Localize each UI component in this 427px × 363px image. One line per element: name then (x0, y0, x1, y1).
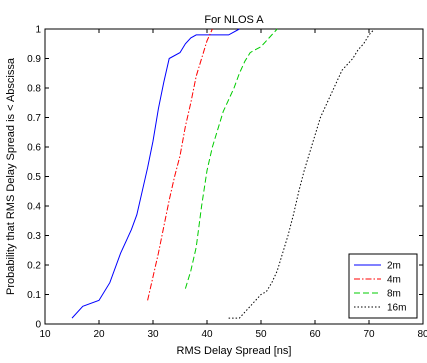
legend-label: 4m (387, 275, 401, 286)
y-tick-label: 0.5 (27, 172, 41, 183)
x-tick-label: 70 (363, 329, 375, 340)
x-tick-label: 80 (417, 329, 427, 340)
x-tick-label: 60 (309, 329, 321, 340)
legend-label: 8m (387, 289, 401, 300)
legend-box (348, 253, 418, 319)
y-tick-label: 0.9 (27, 54, 41, 65)
y-axis-label: Probability that RMS Delay Spread is < A… (5, 57, 17, 295)
legend: 2m 4m 8m 16m (348, 253, 418, 319)
x-tick-label: 50 (255, 329, 267, 340)
y-tick-label: 0.8 (27, 84, 41, 95)
series-line-2m (71, 28, 240, 319)
series-line-8m (184, 28, 278, 289)
y-tick-label: 0.6 (27, 143, 41, 154)
axis-ticks: 10 20 30 40 50 60 70 80 0 0.1 0.2 0.3 0.4 0.5 0.6 0.7 0.… (27, 25, 427, 341)
legend-label: 2m (387, 261, 401, 272)
x-tick-label: 20 (93, 329, 105, 340)
series-layer (71, 28, 375, 319)
x-axis-label: RMS Delay Spread [ns] (177, 345, 292, 357)
y-tick-label: 0 (35, 320, 41, 331)
x-tick-label: 40 (201, 329, 213, 340)
chart-title: For NLOS A (204, 14, 264, 26)
y-tick-label: 0.2 (27, 261, 41, 272)
y-tick-label: 0.1 (27, 290, 41, 301)
x-tick-label: 10 (39, 329, 51, 340)
legend-label: 16m (387, 303, 406, 314)
series-line-4m (147, 28, 213, 301)
y-tick-label: 1 (35, 25, 41, 36)
series-line-16m (228, 28, 375, 319)
y-tick-label: 0.4 (27, 202, 41, 213)
y-tick-label: 0.7 (27, 113, 41, 124)
y-tick-label: 0.3 (27, 231, 41, 242)
x-tick-label: 30 (147, 329, 159, 340)
